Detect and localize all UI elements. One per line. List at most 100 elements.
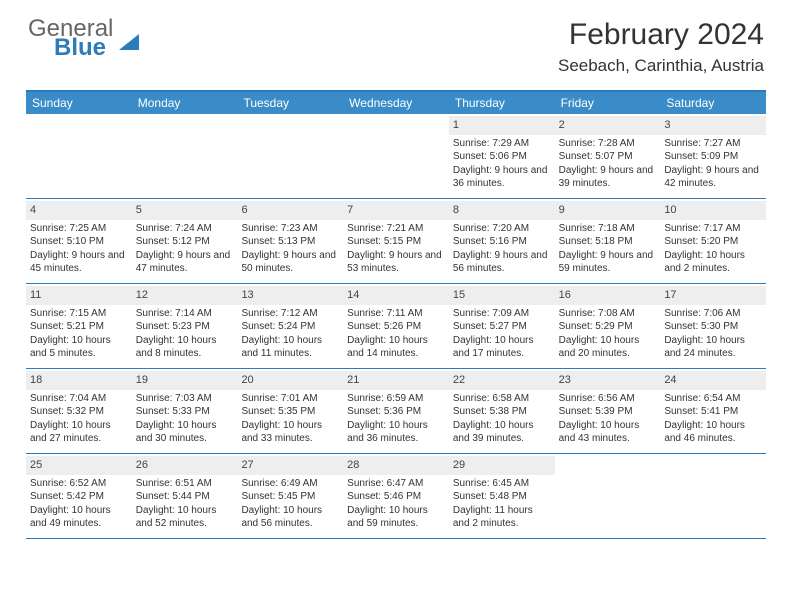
day-cell: . bbox=[237, 114, 343, 198]
sunset-text: Sunset: 5:12 PM bbox=[136, 235, 234, 249]
sunrise-text: Sunrise: 6:52 AM bbox=[30, 477, 128, 491]
day-cell: 28Sunrise: 6:47 AMSunset: 5:46 PMDayligh… bbox=[343, 454, 449, 538]
daylight-text: Daylight: 9 hours and 45 minutes. bbox=[30, 249, 128, 276]
sunrise-text: Sunrise: 7:11 AM bbox=[347, 307, 445, 321]
sunset-text: Sunset: 5:07 PM bbox=[559, 150, 657, 164]
day-cell: 3Sunrise: 7:27 AMSunset: 5:09 PMDaylight… bbox=[660, 114, 766, 198]
week-row: 18Sunrise: 7:04 AMSunset: 5:32 PMDayligh… bbox=[26, 369, 766, 454]
day-number: 2 bbox=[555, 116, 661, 135]
sunrise-text: Sunrise: 7:04 AM bbox=[30, 392, 128, 406]
sunrise-text: Sunrise: 7:14 AM bbox=[136, 307, 234, 321]
day-cell: 17Sunrise: 7:06 AMSunset: 5:30 PMDayligh… bbox=[660, 284, 766, 368]
day-cell: 19Sunrise: 7:03 AMSunset: 5:33 PMDayligh… bbox=[132, 369, 238, 453]
sunrise-text: Sunrise: 7:25 AM bbox=[30, 222, 128, 236]
day-cell: 12Sunrise: 7:14 AMSunset: 5:23 PMDayligh… bbox=[132, 284, 238, 368]
sunrise-text: Sunrise: 6:47 AM bbox=[347, 477, 445, 491]
sunset-text: Sunset: 5:48 PM bbox=[453, 490, 551, 504]
daylight-text: Daylight: 10 hours and 49 minutes. bbox=[30, 504, 128, 531]
sunrise-text: Sunrise: 7:06 AM bbox=[664, 307, 762, 321]
day-cell: 23Sunrise: 6:56 AMSunset: 5:39 PMDayligh… bbox=[555, 369, 661, 453]
sunset-text: Sunset: 5:32 PM bbox=[30, 405, 128, 419]
day-cell: 9Sunrise: 7:18 AMSunset: 5:18 PMDaylight… bbox=[555, 199, 661, 283]
day-cell: . bbox=[132, 114, 238, 198]
day-number: 14 bbox=[343, 286, 449, 305]
sunset-text: Sunset: 5:38 PM bbox=[453, 405, 551, 419]
daylight-text: Daylight: 10 hours and 20 minutes. bbox=[559, 334, 657, 361]
sunrise-text: Sunrise: 7:12 AM bbox=[241, 307, 339, 321]
weekday-header: Monday bbox=[132, 92, 238, 114]
sunset-text: Sunset: 5:06 PM bbox=[453, 150, 551, 164]
sunrise-text: Sunrise: 7:15 AM bbox=[30, 307, 128, 321]
title-block: February 2024 Seebach, Carinthia, Austri… bbox=[558, 18, 764, 76]
daylight-text: Daylight: 10 hours and 43 minutes. bbox=[559, 419, 657, 446]
day-cell: 15Sunrise: 7:09 AMSunset: 5:27 PMDayligh… bbox=[449, 284, 555, 368]
day-cell: 6Sunrise: 7:23 AMSunset: 5:13 PMDaylight… bbox=[237, 199, 343, 283]
sunset-text: Sunset: 5:10 PM bbox=[30, 235, 128, 249]
sunset-text: Sunset: 5:30 PM bbox=[664, 320, 762, 334]
day-number: 16 bbox=[555, 286, 661, 305]
day-cell: 13Sunrise: 7:12 AMSunset: 5:24 PMDayligh… bbox=[237, 284, 343, 368]
sunrise-text: Sunrise: 7:23 AM bbox=[241, 222, 339, 236]
day-number: 24 bbox=[660, 371, 766, 390]
day-number: 17 bbox=[660, 286, 766, 305]
daylight-text: Daylight: 10 hours and 56 minutes. bbox=[241, 504, 339, 531]
sunrise-text: Sunrise: 6:51 AM bbox=[136, 477, 234, 491]
sunrise-text: Sunrise: 7:28 AM bbox=[559, 137, 657, 151]
daylight-text: Daylight: 9 hours and 56 minutes. bbox=[453, 249, 551, 276]
sunrise-text: Sunrise: 6:59 AM bbox=[347, 392, 445, 406]
page-title: February 2024 bbox=[558, 18, 764, 52]
daylight-text: Daylight: 9 hours and 59 minutes. bbox=[559, 249, 657, 276]
day-number: 12 bbox=[132, 286, 238, 305]
day-cell: 29Sunrise: 6:45 AMSunset: 5:48 PMDayligh… bbox=[449, 454, 555, 538]
day-number: 5 bbox=[132, 201, 238, 220]
daylight-text: Daylight: 10 hours and 36 minutes. bbox=[347, 419, 445, 446]
day-cell: 21Sunrise: 6:59 AMSunset: 5:36 PMDayligh… bbox=[343, 369, 449, 453]
day-cell: 16Sunrise: 7:08 AMSunset: 5:29 PMDayligh… bbox=[555, 284, 661, 368]
week-row: 4Sunrise: 7:25 AMSunset: 5:10 PMDaylight… bbox=[26, 199, 766, 284]
daylight-text: Daylight: 10 hours and 33 minutes. bbox=[241, 419, 339, 446]
weekday-header: Tuesday bbox=[237, 92, 343, 114]
day-cell: 22Sunrise: 6:58 AMSunset: 5:38 PMDayligh… bbox=[449, 369, 555, 453]
sunset-text: Sunset: 5:42 PM bbox=[30, 490, 128, 504]
day-cell: 27Sunrise: 6:49 AMSunset: 5:45 PMDayligh… bbox=[237, 454, 343, 538]
daylight-text: Daylight: 10 hours and 27 minutes. bbox=[30, 419, 128, 446]
sunset-text: Sunset: 5:41 PM bbox=[664, 405, 762, 419]
sunset-text: Sunset: 5:20 PM bbox=[664, 235, 762, 249]
logo: General Blue bbox=[28, 18, 139, 60]
week-row: 25Sunrise: 6:52 AMSunset: 5:42 PMDayligh… bbox=[26, 454, 766, 539]
day-cell: 4Sunrise: 7:25 AMSunset: 5:10 PMDaylight… bbox=[26, 199, 132, 283]
day-number: 11 bbox=[26, 286, 132, 305]
day-number: 18 bbox=[26, 371, 132, 390]
header: General Blue February 2024 Seebach, Cari… bbox=[0, 0, 792, 84]
weekday-header: Sunday bbox=[26, 92, 132, 114]
sunrise-text: Sunrise: 7:01 AM bbox=[241, 392, 339, 406]
day-number: 20 bbox=[237, 371, 343, 390]
day-number: 1 bbox=[449, 116, 555, 135]
day-cell: . bbox=[26, 114, 132, 198]
day-cell: . bbox=[343, 114, 449, 198]
day-cell: 7Sunrise: 7:21 AMSunset: 5:15 PMDaylight… bbox=[343, 199, 449, 283]
day-number: 19 bbox=[132, 371, 238, 390]
logo-triangle-icon bbox=[119, 34, 139, 50]
day-number: 21 bbox=[343, 371, 449, 390]
sunset-text: Sunset: 5:15 PM bbox=[347, 235, 445, 249]
sunrise-text: Sunrise: 6:58 AM bbox=[453, 392, 551, 406]
sunrise-text: Sunrise: 6:45 AM bbox=[453, 477, 551, 491]
sunrise-text: Sunrise: 7:03 AM bbox=[136, 392, 234, 406]
day-cell: 26Sunrise: 6:51 AMSunset: 5:44 PMDayligh… bbox=[132, 454, 238, 538]
sunrise-text: Sunrise: 6:56 AM bbox=[559, 392, 657, 406]
day-number: 25 bbox=[26, 456, 132, 475]
logo-blue-text: Blue bbox=[54, 37, 106, 60]
day-cell: 14Sunrise: 7:11 AMSunset: 5:26 PMDayligh… bbox=[343, 284, 449, 368]
calendar: Sunday Monday Tuesday Wednesday Thursday… bbox=[26, 90, 766, 539]
day-cell: 10Sunrise: 7:17 AMSunset: 5:20 PMDayligh… bbox=[660, 199, 766, 283]
sunset-text: Sunset: 5:09 PM bbox=[664, 150, 762, 164]
daylight-text: Daylight: 10 hours and 39 minutes. bbox=[453, 419, 551, 446]
day-number: 27 bbox=[237, 456, 343, 475]
day-number: 26 bbox=[132, 456, 238, 475]
sunrise-text: Sunrise: 7:21 AM bbox=[347, 222, 445, 236]
daylight-text: Daylight: 10 hours and 46 minutes. bbox=[664, 419, 762, 446]
weekday-header: Thursday bbox=[449, 92, 555, 114]
weekday-header: Friday bbox=[555, 92, 661, 114]
sunrise-text: Sunrise: 7:18 AM bbox=[559, 222, 657, 236]
